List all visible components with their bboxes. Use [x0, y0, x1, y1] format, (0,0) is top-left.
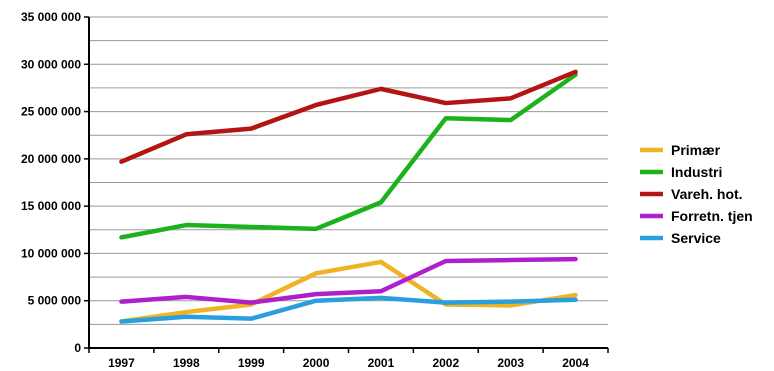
x-tick-label: 2002 [432, 356, 459, 370]
x-tick-label: 2004 [562, 356, 589, 370]
y-tick-label: 0 [74, 341, 81, 355]
y-tick-label: 5 000 000 [28, 294, 82, 308]
x-tick-label: 1998 [173, 356, 200, 370]
legend: Primær Industri Vareh. hot. Forretn. tjen Se… [640, 142, 753, 246]
y-tick-label: 25 000 000 [21, 105, 81, 119]
y-tick-label: 20 000 000 [21, 152, 81, 166]
y-tick-label: 10 000 000 [21, 246, 81, 260]
x-tick-label: 1999 [238, 356, 265, 370]
legend-label: Industri [671, 164, 722, 180]
y-axis-ticks: 0 5 000 000 10 000 000 15 000 000 20 000 000… [21, 10, 89, 355]
series-line [119, 256, 578, 305]
x-tick-label: 2003 [497, 356, 524, 370]
series-line [119, 259, 578, 324]
y-tick-label: 30 000 000 [21, 57, 81, 71]
x-tick-label: 1997 [108, 356, 135, 370]
series-line [119, 69, 578, 164]
series-line [119, 295, 578, 324]
legend-label: Primær [671, 142, 721, 158]
gridlines [89, 16, 608, 325]
y-tick-label: 35 000 000 [21, 10, 81, 24]
x-axis-ticks: 1997 1998 1999 2000 2001 2002 2003 2004 [88, 348, 609, 370]
series-line [119, 72, 578, 240]
x-tick-label: 2000 [303, 356, 330, 370]
y-tick-label: 15 000 000 [21, 199, 81, 213]
legend-label: Forretn. tjen [671, 208, 753, 224]
series-lines [119, 69, 578, 324]
legend-label: Service [671, 230, 721, 246]
x-tick-label: 2001 [368, 356, 395, 370]
legend-label: Vareh. hot. [671, 186, 743, 202]
